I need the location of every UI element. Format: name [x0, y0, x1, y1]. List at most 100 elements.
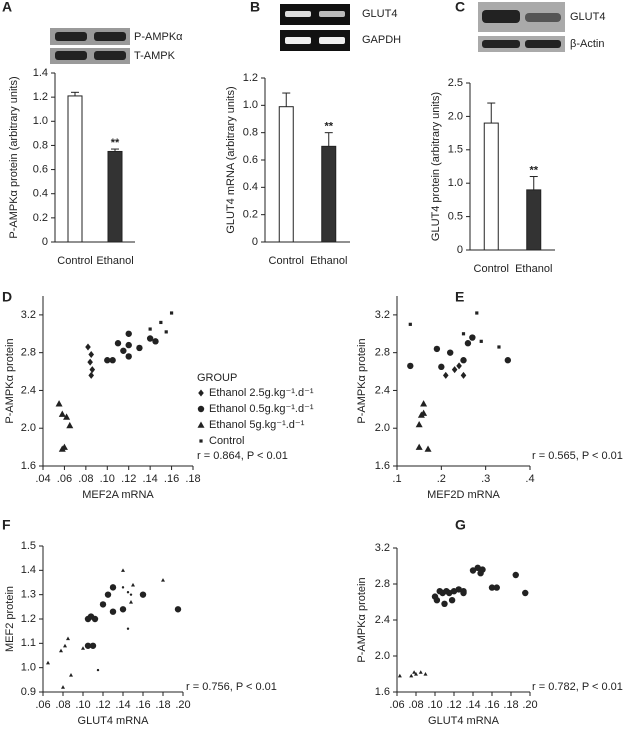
y-tick-label: 1.5 [21, 540, 36, 552]
x-tick-label: .06 [57, 473, 72, 485]
point [125, 330, 132, 337]
point [63, 643, 67, 648]
x-tick-label: Ethanol [96, 255, 133, 267]
y-tick-label: 0.8 [33, 139, 48, 151]
point [61, 685, 65, 689]
point [164, 330, 168, 334]
y-tick-label: 0.9 [21, 686, 36, 698]
y-tick-label: 1.3 [21, 589, 36, 601]
legend-label: Ethanol 2.5g.kg⁻¹.d⁻¹ [209, 387, 314, 399]
y-tick-label: 2.4 [375, 384, 390, 396]
legend-title: GROUP [197, 372, 237, 384]
legend-label: Control [209, 435, 244, 447]
y-tick-label: 1.4 [33, 67, 48, 79]
y-tick-label: 0 [457, 244, 463, 256]
point [152, 338, 159, 345]
bar [107, 150, 123, 243]
point [129, 593, 133, 596]
point [412, 670, 417, 674]
x-axis-label: MEF2D mRNA [427, 489, 500, 501]
y-tick-label: 0.6 [33, 163, 48, 175]
x-tick-label: .16 [484, 699, 499, 711]
x-tick-label: .08 [78, 473, 93, 485]
y-tick-label: 2.0 [21, 422, 36, 434]
bar [526, 189, 542, 251]
point [415, 420, 423, 428]
blot-c [478, 2, 565, 52]
x-tick-label: .16 [164, 473, 179, 485]
x-axis-label: MEF2A mRNA [82, 489, 154, 501]
annotation: r = 0.782, P < 0.01 [532, 681, 623, 693]
point [125, 341, 132, 349]
y-tick-label: 2.8 [375, 578, 390, 590]
point [59, 648, 63, 653]
point [433, 597, 441, 604]
point [512, 571, 519, 579]
y-tick-label: 1.1 [21, 637, 36, 649]
annotation: r = 0.565, P < 0.01 [532, 450, 623, 462]
x-tick-label: .18 [185, 473, 200, 485]
point [469, 567, 477, 574]
point [433, 345, 441, 353]
x-tick-label: .3 [481, 473, 490, 485]
point [104, 591, 112, 598]
blot-label: GLUT4 [570, 11, 605, 23]
point [488, 584, 496, 591]
panel-label: C [455, 0, 465, 15]
y-tick-label: 2.0 [375, 422, 390, 434]
panel-label: E [455, 289, 464, 305]
point [415, 443, 423, 450]
point [109, 608, 117, 615]
x-tick-label: .06 [35, 699, 50, 711]
point [139, 591, 147, 598]
point [479, 566, 486, 573]
y-axis-label: GLUT4 mRNA (arbitrary units) [225, 86, 237, 233]
y-tick-label: 3.2 [375, 542, 390, 554]
point [109, 357, 116, 364]
x-tick-label: .10 [100, 473, 115, 485]
x-tick-label: .06 [389, 699, 404, 711]
blot-label: GLUT4 [362, 8, 397, 20]
panel-label: F [2, 517, 11, 533]
point [91, 615, 99, 623]
point [408, 322, 412, 326]
point [69, 672, 73, 677]
point [461, 332, 466, 336]
point [460, 357, 467, 364]
point [423, 672, 428, 676]
point [146, 335, 154, 342]
point [504, 357, 512, 364]
x-tick-label: .10 [75, 699, 90, 711]
point [125, 353, 132, 360]
point [84, 642, 92, 649]
point [448, 597, 456, 604]
legend-label: Ethanol 0.5g.kg⁻¹.d⁻¹ [209, 403, 314, 415]
point [55, 400, 63, 407]
point [451, 366, 458, 374]
y-tick-label: 1.0 [448, 177, 463, 189]
point [63, 413, 71, 420]
point [126, 591, 130, 594]
y-tick-label: 1.5 [448, 144, 463, 156]
legend-marker [197, 405, 205, 413]
point [99, 601, 107, 608]
point [464, 340, 472, 347]
y-tick-label: 1.2 [21, 613, 36, 625]
point [96, 668, 100, 672]
point [88, 351, 95, 359]
blot-a [50, 28, 130, 64]
x-tick-label: .14 [115, 699, 130, 711]
point [409, 673, 414, 678]
point [121, 568, 125, 572]
point [148, 327, 152, 331]
point [66, 421, 74, 429]
significance: ** [111, 137, 120, 149]
y-tick-label: 2.0 [448, 110, 463, 122]
y-tick-label: 2.8 [375, 347, 390, 359]
legend-marker [199, 439, 203, 443]
y-axis-label: P-AMPKα protein [4, 338, 16, 423]
x-tick-label: .08 [408, 699, 423, 711]
point [46, 660, 50, 665]
y-tick-label: 0.4 [33, 188, 48, 200]
